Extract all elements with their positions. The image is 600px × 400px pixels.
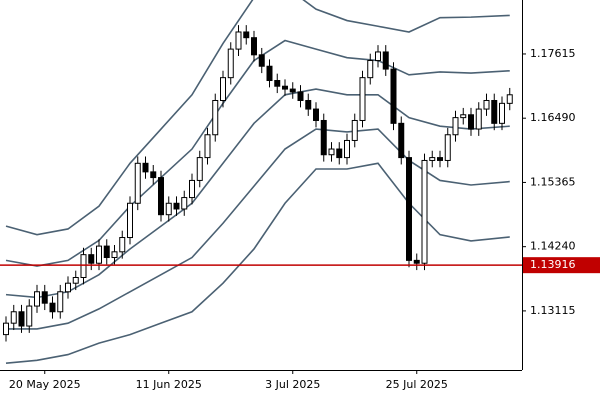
candle-body (398, 122, 405, 159)
candle-body (367, 60, 374, 79)
candle-body (158, 177, 164, 216)
candle-body (375, 51, 381, 62)
candle-body (65, 282, 71, 293)
candle-body (49, 302, 56, 313)
candle-body (3, 322, 9, 336)
candle-body (297, 91, 304, 101)
candle-body (150, 171, 157, 179)
candle-body (96, 245, 102, 264)
band-line (6, 128, 510, 330)
candle-body (429, 157, 436, 161)
y-tick-label: 1.13115 (530, 304, 576, 317)
candle-body (111, 251, 118, 259)
candle-body (336, 148, 343, 159)
candle-body (173, 202, 180, 210)
band-line (5, 0, 510, 236)
x-tick-label: 20 May 2025 (9, 378, 81, 391)
candle-body (491, 99, 498, 124)
candle-body (282, 85, 288, 90)
candle-body (26, 305, 33, 327)
candle-body (266, 65, 273, 82)
candle-body (220, 77, 226, 101)
band-line (5, 162, 510, 364)
candle-body (165, 202, 172, 216)
candle-body (251, 37, 257, 56)
candle-body (235, 31, 242, 50)
candle-body (468, 114, 474, 130)
x-tick-label: 3 Jul 2025 (265, 378, 320, 391)
candle-body (57, 291, 64, 313)
candle-body (243, 31, 250, 39)
y-tick-label: 1.15365 (530, 175, 576, 188)
candle-body (452, 117, 459, 136)
candle-body (359, 77, 366, 121)
candle-body (390, 68, 397, 124)
candle-body (34, 291, 40, 307)
candle-body (134, 162, 141, 204)
candle-body (382, 51, 389, 70)
candle-body (258, 54, 265, 67)
candle-body (80, 254, 87, 278)
candle-body (444, 134, 451, 161)
candle-body (88, 254, 95, 264)
candle-body (483, 99, 490, 110)
candle-body (506, 94, 513, 104)
candle-body (196, 157, 203, 181)
candle-body (41, 291, 48, 304)
candle-body (406, 157, 412, 261)
candle-body (18, 311, 25, 327)
candle-body (421, 159, 428, 264)
price-label: 1.13916 (530, 258, 576, 271)
candle-body (305, 99, 312, 110)
candle-body (499, 102, 505, 124)
candle-body (320, 119, 327, 156)
candle-body (142, 162, 149, 173)
band-line (5, 39, 510, 267)
x-tick-label: 25 Jul 2025 (386, 378, 448, 391)
price-label-box (523, 257, 600, 274)
candle-body (413, 259, 420, 264)
candle-body (351, 119, 358, 141)
candle-body (344, 139, 350, 159)
candle-body (103, 245, 110, 259)
candle-body (212, 99, 219, 136)
band-line (5, 88, 510, 299)
candle-body (437, 157, 443, 161)
candle-body (119, 237, 126, 253)
candle-body (204, 134, 211, 159)
candle-body (328, 148, 335, 156)
candle-body (274, 80, 281, 87)
candle-body (189, 179, 195, 199)
candle-body (10, 311, 17, 324)
candle-body (289, 88, 296, 93)
candle-body (227, 48, 234, 79)
candle-body (127, 202, 133, 239)
y-tick-label: 1.17615 (530, 47, 576, 60)
candle-body (475, 108, 482, 130)
y-tick-label: 1.14240 (530, 240, 576, 253)
candle-body (181, 197, 188, 210)
candle-body (460, 114, 467, 119)
candle-body (313, 108, 319, 121)
y-tick-label: 1.16490 (530, 111, 576, 124)
x-tick-label: 11 Jun 2025 (136, 378, 202, 391)
candle-body (72, 277, 79, 284)
